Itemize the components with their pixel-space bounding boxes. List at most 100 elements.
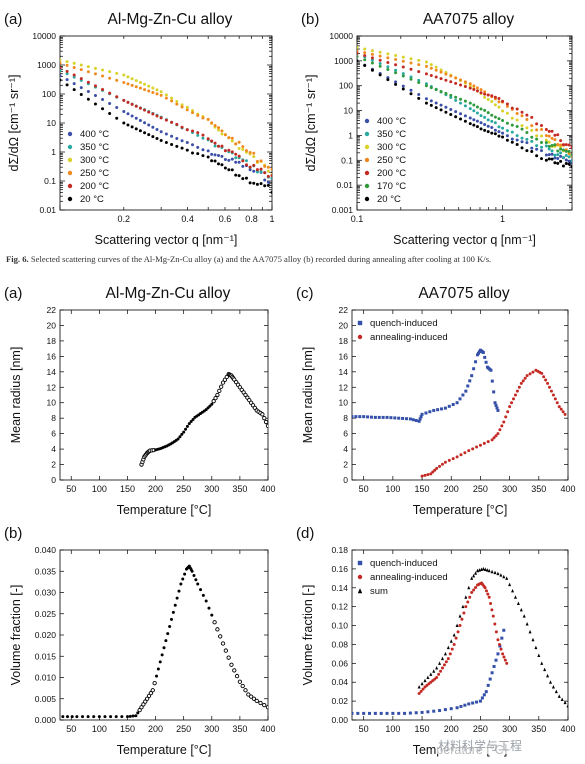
data-point [401,59,405,63]
data-point [215,392,220,398]
data-point [500,424,504,428]
data-point [547,144,551,148]
data-point [206,155,210,159]
data-point [561,143,565,147]
y-tick-label: 4 [51,444,56,454]
data-point [449,74,453,78]
data-point [493,132,497,136]
data-point [134,714,138,718]
data-point [493,115,497,119]
data-point [120,715,124,719]
data-point [487,568,491,573]
y-tick-label: 0 [343,475,348,485]
data-point [237,140,241,144]
data-point [525,621,529,626]
y-tick-label: 1 [348,130,353,140]
y-axis-label: Mean radius [nm] [301,347,315,444]
y-tick-label: 10000 [329,31,353,41]
x-tick-label: 150 [120,484,135,494]
data-point [559,139,563,143]
data-point [483,95,487,99]
data-point [424,64,428,68]
data-point [134,127,138,131]
x-axis-label: Scattering vector q [nm⁻¹] [95,233,238,247]
data-point [435,676,439,679]
data-point [122,121,126,125]
data-point [397,416,401,420]
data-point [230,150,234,154]
y-tick-label: 22 [339,305,349,315]
data-point [206,117,210,121]
data-point [510,401,514,405]
data-point [426,675,430,679]
data-point [484,690,488,694]
data-point [561,148,565,152]
plot-frame [59,549,269,721]
data-point [455,623,459,628]
y-tick-label: 16 [339,351,349,361]
data-point [126,100,130,104]
data-point [485,568,489,572]
data-point [213,153,217,157]
data-point [497,125,501,129]
data-point [535,154,539,158]
chart-title: Al-Mg-Zn-Cu alloy [108,11,233,28]
panel-label: (a) [4,285,22,302]
data-point [115,95,119,99]
data-point [210,152,214,156]
data-point [464,595,468,599]
data-point [452,642,456,646]
data-point [72,88,76,92]
data-point [263,184,267,188]
saxs_aa7075-chart: (b) AA7075 alloy Scattering vector q [nm⁻¹… [301,11,573,247]
data-point [510,137,514,141]
data-point [492,436,496,440]
data-point [471,447,475,451]
data-point [515,107,519,111]
radius_almgzncu-chart: (a) Al-Mg-Zn-Cu alloy Temperature [°C] Mean… [4,285,276,517]
data-point [440,666,444,670]
data-point [497,117,501,121]
y-tick-label: 0.040 [35,545,57,555]
data-point [452,633,456,637]
data-point [234,156,238,160]
data-point [490,569,494,574]
data-point [537,653,541,657]
data-point [429,672,433,676]
data-point [79,77,83,81]
data-point [474,571,478,575]
data-point [213,144,217,148]
x-tick-label: 150 [120,724,135,734]
data-point [176,437,180,441]
data-point [223,158,227,162]
data-point [155,674,159,678]
data-point [217,128,221,132]
legend: quench-induced annealing-induced [357,318,448,343]
data-point [199,588,203,592]
data-point [486,98,490,102]
y-tick-label: 0.00 [331,715,348,725]
data-point [138,129,142,133]
data-point [420,710,424,714]
data-point [180,105,184,109]
data-point [381,415,385,419]
legend-marker [67,157,73,163]
data-point [472,573,476,578]
data-point [493,401,497,405]
data-point [108,101,112,105]
x-tick-label: 400 [560,484,575,494]
data-point [492,390,496,394]
data-point [467,449,471,453]
x-tick-label: 250 [473,724,488,734]
data-point [229,662,234,667]
data-point [370,58,374,62]
legend-marker [357,320,363,326]
data-point [159,130,163,134]
data-point [141,702,146,707]
data-point [246,692,251,697]
data-point [553,156,557,160]
data-point [490,94,494,98]
data-point [501,119,505,123]
x-tick-label: 150 [415,724,430,734]
data-point [546,381,550,385]
